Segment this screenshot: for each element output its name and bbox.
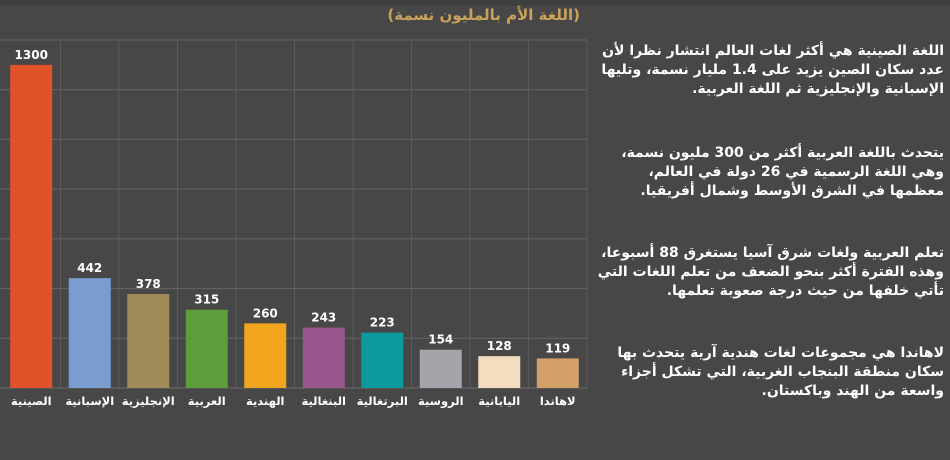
bar-1 bbox=[10, 64, 53, 388]
info-block-learning: تعلم العربية ولغات شرق آسيا يستغرق 88 أس… bbox=[597, 245, 944, 299]
bar-value-label: 260 bbox=[253, 306, 278, 320]
category-label: الإسبانية bbox=[65, 394, 114, 408]
bar-value-label: 154 bbox=[428, 333, 453, 347]
bar-value-label: 128 bbox=[487, 339, 512, 353]
bar-10 bbox=[536, 358, 579, 388]
bar-value-label: 243 bbox=[311, 311, 336, 325]
bar-6 bbox=[302, 327, 345, 388]
category-label: العربية bbox=[188, 394, 226, 408]
category-label: الروسية bbox=[418, 394, 464, 409]
chart-subtitle: (اللغة الأم بالمليون نسمة) bbox=[387, 6, 580, 24]
bar-value-label: 1300 bbox=[15, 48, 48, 62]
bar-value-label: 315 bbox=[194, 293, 219, 307]
bar-value-label: 378 bbox=[136, 277, 161, 291]
category-label: البرتغالية bbox=[357, 394, 408, 408]
category-label: لاهاندا bbox=[540, 394, 576, 408]
bar-9 bbox=[478, 356, 521, 388]
info-block-arabic: يتحدث باللغة العربية أكثر من 300 مليون ن… bbox=[621, 145, 944, 199]
bar-3 bbox=[127, 294, 170, 388]
info-block-lahnda: لاهاندا هي مجموعات لغات هندية آرية يتحدث… bbox=[617, 345, 944, 399]
category-label: الإنجليزية bbox=[122, 394, 175, 408]
info-block-chinese: اللغة الصينية هي أكثر لغات العالم انتشار… bbox=[601, 43, 944, 97]
bar-5 bbox=[244, 323, 287, 388]
bar-7 bbox=[361, 332, 404, 388]
category-label: البنغالية bbox=[302, 394, 346, 408]
bar-value-label: 119 bbox=[545, 341, 570, 355]
bar-4 bbox=[185, 309, 228, 388]
bar-2 bbox=[68, 278, 111, 388]
bar-8 bbox=[419, 349, 462, 388]
category-label: اليابانية bbox=[478, 394, 520, 408]
category-label: الهندية bbox=[246, 394, 284, 408]
bar-value-label: 223 bbox=[370, 316, 395, 330]
category-label: الصينية bbox=[11, 394, 52, 408]
bar-value-label: 442 bbox=[77, 261, 102, 275]
header-band bbox=[0, 0, 950, 6]
bar-chart: 1300 الصينية 442 الإسبانية 378 الإنجليزية 315 ا… bbox=[0, 39, 588, 409]
